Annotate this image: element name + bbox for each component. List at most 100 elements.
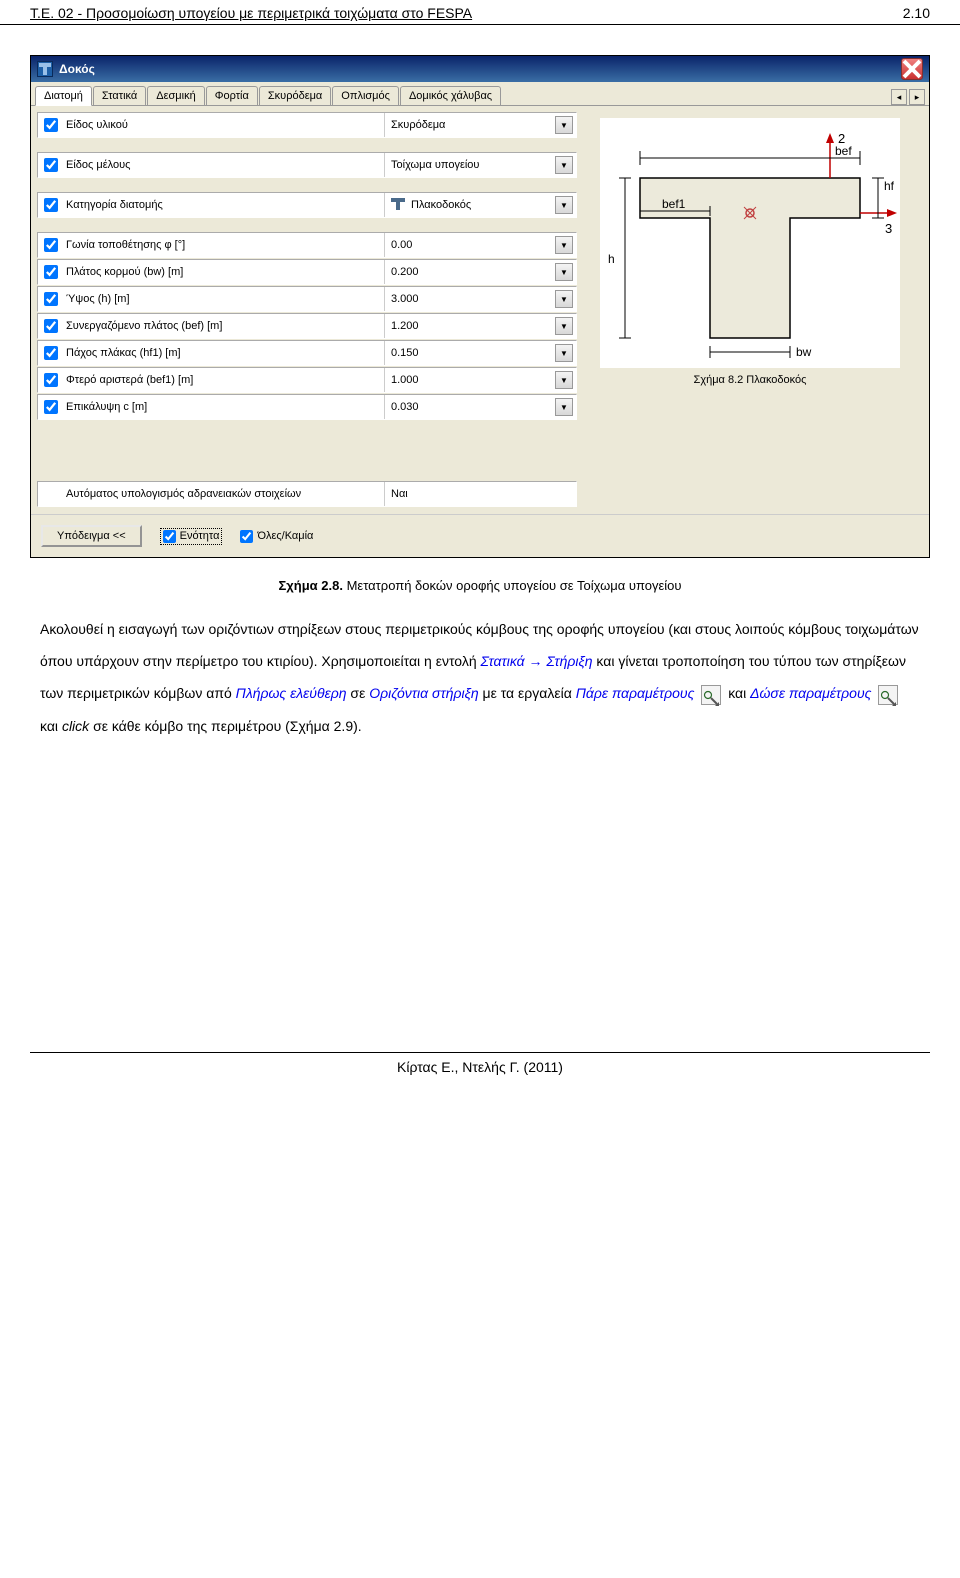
- row-category-value: Πλακοδοκός: [411, 199, 471, 211]
- row-material: Είδος υλικού Σκυρόδεμα ▼: [37, 112, 577, 138]
- row-bef1-value-cell[interactable]: 1.000 ▼: [384, 368, 576, 392]
- unit-check-wrap[interactable]: Ενότητα: [160, 528, 223, 545]
- axis3-label: 3: [885, 221, 892, 236]
- row-c-value-cell[interactable]: 0.030 ▼: [384, 395, 576, 419]
- row-member: Είδος μέλους Τοίχωμα υπογείου ▼: [37, 152, 577, 178]
- dropdown-icon[interactable]: ▼: [555, 196, 573, 214]
- header-right: 2.10: [903, 5, 930, 21]
- row-bw-check[interactable]: [44, 265, 58, 279]
- section-diagram: 2 3 bef hf: [600, 118, 900, 368]
- row-h: Ύψος (h) [m] 3.000 ▼: [37, 286, 577, 312]
- row-member-value: Τοίχωμα υπογείου: [391, 159, 479, 171]
- row-bw-value-cell[interactable]: 0.200 ▼: [384, 260, 576, 284]
- row-category-value-cell[interactable]: Πλακοδοκός ▼: [384, 193, 576, 217]
- row-bw-label: Πλάτος κορμού (bw) [m]: [64, 266, 384, 278]
- row-category-check[interactable]: [44, 198, 58, 212]
- tab-steel[interactable]: Δομικός χάλυβας: [400, 86, 501, 105]
- row-h-value-cell[interactable]: 3.000 ▼: [384, 287, 576, 311]
- mode2: Οριζόντια στήριξη: [369, 685, 478, 701]
- diagram-caption: Σχήμα 8.2 Πλακοδοκός: [694, 368, 807, 386]
- tab-scroll: ◂ ▸: [891, 89, 925, 105]
- bef1-label: bef1: [662, 197, 686, 211]
- all-label: Όλες/Καμία: [257, 530, 313, 542]
- spacer: [37, 179, 577, 191]
- caption-rest: Μετατροπή δοκών οροφής υπογείου σε Τοίχω…: [347, 578, 682, 593]
- row-hf1-value-cell[interactable]: 0.150 ▼: [384, 341, 576, 365]
- form-left: Είδος υλικού Σκυρόδεμα ▼ Είδος μέλους Το…: [37, 112, 577, 508]
- row-material-check[interactable]: [44, 118, 58, 132]
- dropdown-icon[interactable]: ▼: [555, 398, 573, 416]
- dropdown-icon[interactable]: ▼: [555, 290, 573, 308]
- row-material-value-cell[interactable]: Σκυρόδεμα ▼: [384, 113, 576, 137]
- row-c-label: Επικάλυψη c [m]: [64, 401, 384, 413]
- tab-section[interactable]: Διατομή: [35, 86, 92, 106]
- dropdown-icon[interactable]: ▼: [555, 263, 573, 281]
- tab-concrete[interactable]: Σκυρόδεμα: [259, 86, 331, 105]
- tab-loads[interactable]: Φορτία: [206, 86, 258, 105]
- all-check[interactable]: [240, 530, 253, 543]
- row-angle-value-cell[interactable]: 0.00 ▼: [384, 233, 576, 257]
- row-bef1-value: 1.000: [391, 374, 419, 386]
- row-inertia-value-cell[interactable]: Ναι: [384, 482, 576, 506]
- p1g: σε κάθε κόμβο της περιμέτρου (Σχήμα 2.9)…: [93, 718, 362, 734]
- row-h-label: Ύψος (h) [m]: [64, 293, 384, 305]
- tab-scroll-left-icon[interactable]: ◂: [891, 89, 907, 105]
- row-bef-check[interactable]: [44, 319, 58, 333]
- tab-static[interactable]: Στατικά: [93, 86, 146, 105]
- row-bw-value: 0.200: [391, 266, 419, 278]
- row-angle-check[interactable]: [44, 238, 58, 252]
- row-inertia-value: Ναι: [391, 488, 408, 500]
- row-member-check[interactable]: [44, 158, 58, 172]
- row-h-check[interactable]: [44, 292, 58, 306]
- tab-rebar[interactable]: Οπλισμός: [332, 86, 399, 105]
- all-check-wrap[interactable]: Όλες/Καμία: [240, 530, 313, 543]
- dropdown-icon[interactable]: ▼: [555, 317, 573, 335]
- row-inertia: Αυτόματος υπολογισμός αδρανειακών στοιχε…: [37, 481, 577, 507]
- window-icon: [37, 61, 53, 77]
- row-member-label: Είδος μέλους: [64, 159, 384, 171]
- window-title: Δοκός: [59, 62, 901, 76]
- h-label: h: [608, 252, 615, 266]
- titlebar: Δοκός: [31, 56, 929, 82]
- t-section-icon: [391, 198, 407, 212]
- row-hf1-check[interactable]: [44, 346, 58, 360]
- bw-label: bw: [796, 345, 812, 359]
- row-hf1-value: 0.150: [391, 347, 419, 359]
- p1e: και: [728, 685, 750, 701]
- row-angle-value: 0.00: [391, 239, 412, 251]
- p1d: με τα εργαλεία: [483, 685, 576, 701]
- spacer: [37, 139, 577, 151]
- row-material-value: Σκυρόδεμα: [391, 119, 445, 131]
- unit-check[interactable]: [163, 530, 176, 543]
- row-member-value-cell[interactable]: Τοίχωμα υπογείου ▼: [384, 153, 576, 177]
- cmd-statika: Στατικά: [481, 653, 525, 669]
- figure-caption: Σχήμα 2.8. Μετατροπή δοκών οροφής υπογεί…: [0, 568, 960, 593]
- tab-bond[interactable]: Δεσμική: [147, 86, 204, 105]
- form-body: Είδος υλικού Σκυρόδεμα ▼ Είδος μέλους Το…: [31, 106, 929, 514]
- row-bef-value: 1.200: [391, 320, 419, 332]
- dropdown-icon[interactable]: ▼: [555, 344, 573, 362]
- row-bef1-label: Φτερό αριστερά (bef1) [m]: [64, 374, 384, 386]
- row-c-check[interactable]: [44, 400, 58, 414]
- dropdown-icon[interactable]: ▼: [555, 371, 573, 389]
- close-icon[interactable]: [901, 58, 923, 80]
- dropdown-icon[interactable]: ▼: [555, 116, 573, 134]
- form-right: 2 3 bef hf: [577, 112, 923, 508]
- tool1: Πάρε παραμέτρους: [576, 685, 695, 701]
- p1c: σε: [350, 685, 369, 701]
- page-footer: Κίρτας Ε., Ντελής Γ. (2011): [30, 1052, 930, 1081]
- template-button[interactable]: Υπόδειγμα <<: [41, 525, 142, 547]
- cmd-stir: Στήριξη: [546, 653, 592, 669]
- properties-window: Δοκός Διατομή Στατικά Δεσμική Φορτία Σκυ…: [30, 55, 930, 558]
- row-category-label: Κατηγορία διατομής: [64, 199, 384, 211]
- row-hf1-label: Πάχος πλάκας (hf1) [m]: [64, 347, 384, 359]
- row-bef-value-cell[interactable]: 1.200 ▼: [384, 314, 576, 338]
- dropdown-icon[interactable]: ▼: [555, 236, 573, 254]
- dropdown-icon[interactable]: ▼: [555, 156, 573, 174]
- tab-scroll-right-icon[interactable]: ▸: [909, 89, 925, 105]
- row-bef1-check[interactable]: [44, 373, 58, 387]
- click-word: click: [62, 718, 89, 734]
- spacer: [37, 219, 577, 231]
- tab-bar: Διατομή Στατικά Δεσμική Φορτία Σκυρόδεμα…: [31, 82, 929, 106]
- tool2: Δώσε παραμέτρους: [750, 685, 871, 701]
